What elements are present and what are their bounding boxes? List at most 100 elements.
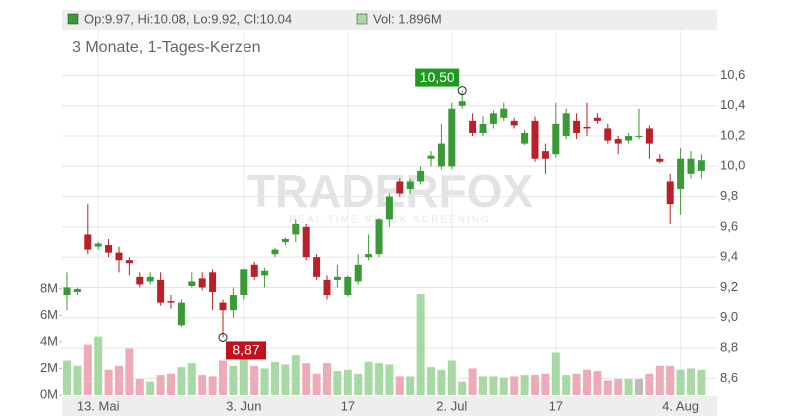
volume-bar bbox=[271, 361, 279, 395]
x-tick-label: 3. Jun bbox=[226, 398, 261, 413]
volume-bar bbox=[468, 368, 477, 395]
volume-bar bbox=[343, 369, 352, 395]
candle-body bbox=[552, 123, 560, 155]
candle-body bbox=[448, 108, 456, 167]
candle-body bbox=[105, 245, 113, 253]
candle-body bbox=[63, 287, 71, 296]
x-tick-label: 17 bbox=[341, 398, 355, 413]
y-tick-label: 10,2 bbox=[720, 127, 745, 142]
volume-bar bbox=[333, 371, 342, 395]
volume-bar bbox=[229, 365, 238, 395]
volume-bar bbox=[83, 344, 92, 395]
volume-bar bbox=[208, 376, 217, 395]
candle-body bbox=[375, 219, 383, 255]
high-label-box bbox=[415, 68, 460, 87]
volume-bar bbox=[146, 381, 155, 395]
volume-bar bbox=[395, 376, 404, 395]
candle-body bbox=[562, 113, 570, 137]
candle-body bbox=[177, 302, 185, 326]
volume-bar bbox=[541, 373, 550, 395]
y-tick-label: 8,8 bbox=[720, 339, 738, 354]
candle-body bbox=[167, 301, 175, 303]
y2-tick-label: 2M bbox=[40, 360, 58, 375]
volume-bar bbox=[624, 379, 633, 395]
y-tick-label: 10,0 bbox=[720, 158, 745, 173]
candle-body bbox=[261, 270, 269, 276]
y-tick-label: 9,8 bbox=[720, 188, 738, 203]
candle-body bbox=[479, 123, 487, 133]
candle-body bbox=[94, 243, 102, 247]
candle-body bbox=[313, 257, 321, 277]
candle-body bbox=[489, 113, 497, 124]
volume-bar bbox=[666, 365, 675, 395]
candle-body bbox=[593, 117, 601, 121]
candle-body bbox=[469, 120, 477, 133]
volume-bar bbox=[125, 348, 134, 395]
volume-bar bbox=[458, 381, 467, 395]
volume-bar bbox=[614, 379, 623, 395]
candle-body bbox=[146, 276, 154, 282]
low-marker bbox=[218, 332, 228, 342]
y-tick-label: 9,4 bbox=[720, 249, 738, 264]
candle-body bbox=[417, 170, 425, 182]
volume-bar bbox=[239, 357, 248, 395]
volume-bar bbox=[302, 363, 311, 395]
volume-bar bbox=[115, 365, 123, 395]
volume-bar bbox=[260, 368, 269, 395]
candle-body bbox=[344, 276, 352, 296]
y-tick-label: 10,6 bbox=[720, 67, 745, 82]
candle-body bbox=[510, 120, 518, 126]
candle-body bbox=[354, 264, 362, 282]
volume-bar bbox=[697, 369, 706, 395]
candle-body bbox=[333, 276, 341, 280]
candle-body bbox=[229, 295, 237, 311]
volume-bar bbox=[375, 363, 383, 395]
candle-body bbox=[697, 160, 705, 171]
candle-body bbox=[136, 276, 144, 285]
x-axis-band bbox=[62, 396, 717, 416]
y2-tick-label: 8M bbox=[40, 280, 58, 295]
volume-bar bbox=[499, 377, 508, 395]
volume-bar bbox=[583, 369, 591, 395]
volume-bar bbox=[94, 336, 103, 395]
candle-body bbox=[125, 260, 133, 264]
legend-swatch bbox=[67, 13, 79, 25]
subtitle: 3 Monate, 1-Tages-Kerzen bbox=[72, 39, 261, 56]
candle-body bbox=[635, 136, 643, 138]
volume-bar bbox=[167, 373, 175, 395]
volume-bar bbox=[385, 364, 394, 395]
volume-bar bbox=[219, 360, 227, 395]
x-tick-label: 13. Mai bbox=[77, 398, 120, 413]
y2-tick-label: 6M bbox=[40, 307, 58, 322]
candle-body bbox=[437, 143, 445, 167]
candle-body bbox=[302, 226, 310, 258]
x-tick-label: 2. Jul bbox=[436, 398, 467, 413]
candle-body bbox=[406, 181, 414, 190]
legend-bar bbox=[62, 10, 717, 30]
candle-body bbox=[656, 158, 664, 162]
legend-volume: Vol: 1.896M bbox=[373, 11, 442, 26]
candle-body bbox=[292, 223, 300, 235]
candle-body bbox=[677, 158, 685, 190]
volume-bar bbox=[562, 375, 571, 395]
legend-ohlc: Op:9.97, Hi:10.08, Lo:9.92, Cl:10.04 bbox=[84, 11, 292, 26]
y2-tick-label: 0M bbox=[40, 386, 58, 401]
y2-tick-label: 4M bbox=[40, 333, 58, 348]
low-label-box bbox=[226, 341, 266, 360]
candle-body bbox=[521, 132, 529, 144]
candle-body bbox=[219, 302, 227, 311]
x-tick-label: 4. Aug bbox=[662, 398, 699, 413]
candle-body bbox=[188, 281, 196, 286]
candle-body bbox=[604, 128, 612, 141]
candle-body bbox=[531, 120, 539, 159]
candle-body bbox=[614, 139, 622, 144]
volume-bar bbox=[447, 360, 456, 395]
volume-bar bbox=[593, 371, 602, 395]
volume-bar bbox=[520, 375, 529, 395]
volume-bar bbox=[198, 375, 207, 395]
candle-body bbox=[583, 126, 591, 129]
volume-bar bbox=[135, 379, 144, 395]
volume-bar bbox=[406, 376, 415, 395]
volume-bar bbox=[551, 352, 560, 395]
